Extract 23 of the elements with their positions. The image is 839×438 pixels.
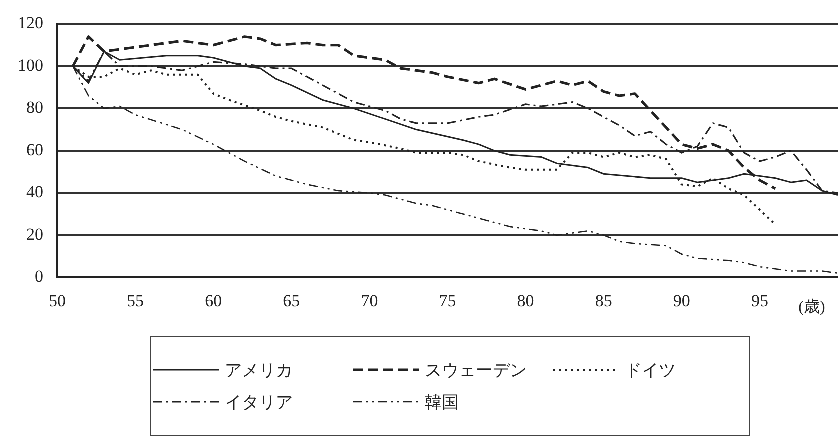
legend-label: 韓国	[425, 392, 459, 414]
legend-label: アメリカ	[225, 360, 293, 382]
y-tick-label: 60	[26, 140, 44, 160]
x-tick-label: 60	[205, 291, 222, 310]
x-tick-label: 80	[517, 291, 534, 310]
y-tick-label: 100	[18, 56, 44, 75]
legend-label: スウェーデン	[425, 360, 527, 382]
y-tick-label: 80	[26, 98, 44, 118]
x-tick-label: 50	[49, 291, 66, 310]
legend-label: イタリア	[225, 392, 293, 414]
x-tick-label: 95	[751, 291, 768, 310]
y-tick-label: 40	[26, 182, 44, 202]
legend-label: ドイツ	[625, 360, 676, 382]
x-tick-label: 85	[595, 291, 612, 310]
x-tick-label: 75	[439, 291, 456, 310]
y-tick-label: 120	[18, 14, 44, 33]
y-tick-label: 20	[26, 224, 44, 244]
x-tick-label: 55	[127, 291, 144, 310]
x-axis-title: (歳)	[798, 298, 826, 316]
x-tick-label: 65	[283, 291, 300, 310]
x-tick-label: 90	[673, 291, 690, 310]
x-tick-label: 70	[361, 291, 378, 310]
y-tick-label: 0	[35, 267, 44, 286]
